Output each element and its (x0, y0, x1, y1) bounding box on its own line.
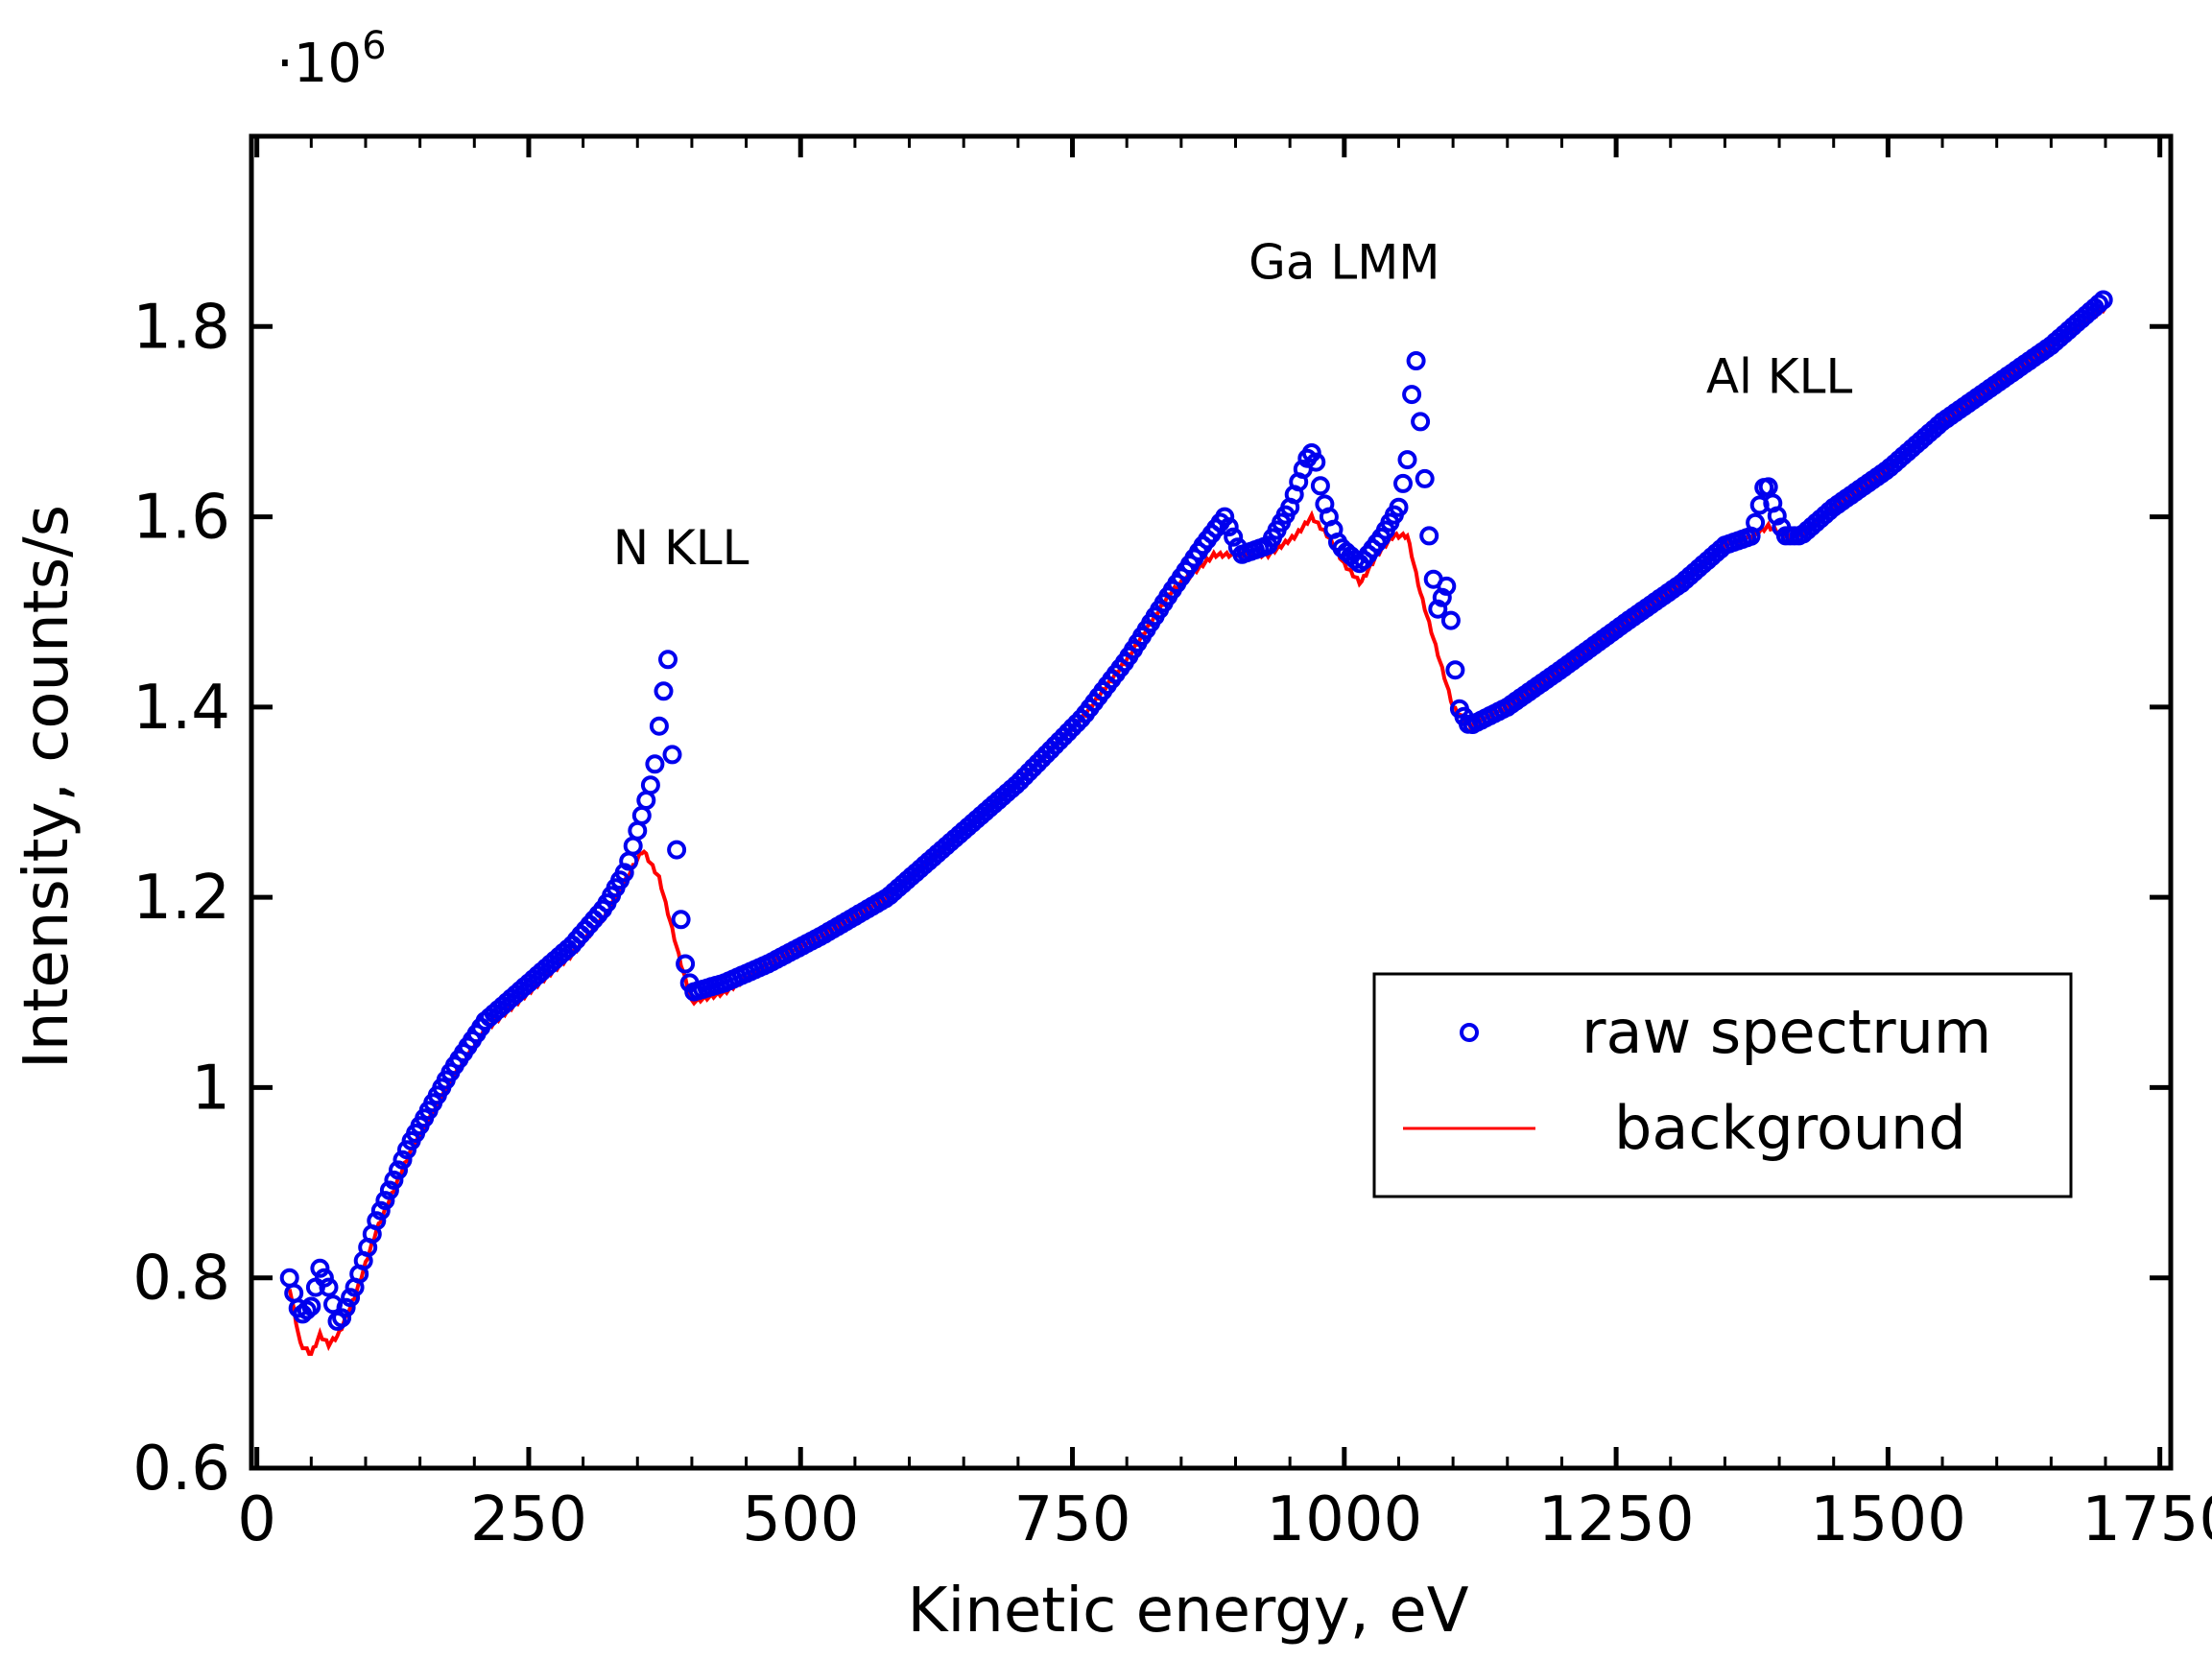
legend-box (1372, 972, 2073, 1198)
peak-label: N KLL (613, 520, 749, 576)
raw-spectrum-point (649, 716, 669, 736)
raw-spectrum-point (301, 1296, 321, 1316)
raw-spectrum-point (379, 1180, 399, 1200)
x-axis-label: Kinetic energy, eV (908, 1576, 1469, 1647)
raw-spectrum-point (332, 1308, 352, 1328)
raw-spectrum-point (628, 820, 648, 841)
raw-spectrum-point (1306, 452, 1326, 472)
y-tick-label: 0.8 (132, 1244, 230, 1315)
raw-spectrum-point (279, 1268, 299, 1288)
raw-spectrum-point (1428, 599, 1448, 619)
raw-spectrum-point (1219, 517, 1239, 537)
raw-spectrum-point (1310, 476, 1330, 496)
raw-spectrum-series (279, 290, 2113, 1331)
y-tick-label: 1 (191, 1053, 230, 1124)
legend: raw spectrum background (1372, 972, 2073, 1198)
raw-spectrum-point (636, 791, 656, 810)
y-tick-label: 1.2 (132, 863, 230, 934)
raw-spectrum-point (658, 650, 678, 670)
legend-raw-label: raw spectrum (1582, 997, 1991, 1067)
raw-spectrum-point (1389, 497, 1409, 517)
x-tick-label: 750 (1013, 1484, 1130, 1555)
peak-label: Ga LMM (1249, 235, 1439, 291)
raw-spectrum-point (1393, 473, 1413, 493)
raw-spectrum-point (1746, 512, 1766, 533)
raw-spectrum-point (1406, 351, 1426, 370)
raw-spectrum-point (1402, 385, 1422, 405)
raw-spectrum-point (384, 1170, 404, 1190)
y-tick-label: 1.6 (132, 483, 230, 554)
raw-spectrum-point (676, 954, 696, 974)
y-tick-label: 0.6 (132, 1434, 230, 1505)
raw-spectrum-point (367, 1211, 387, 1231)
raw-spectrum-point (1440, 610, 1461, 630)
raw-spectrum-point (1437, 576, 1457, 596)
raw-spectrum-point (623, 836, 643, 856)
peak-annotations: N KLL Ga LMM Al KLL (613, 235, 1853, 576)
raw-spectrum-point (614, 863, 634, 883)
raw-spectrum-point (1445, 660, 1465, 680)
raw-spectrum-point (645, 754, 665, 774)
raw-spectrum-point (392, 1150, 413, 1170)
raw-spectrum-point (1411, 412, 1431, 432)
raw-spectrum-point (1419, 526, 1439, 546)
raw-spectrum-point (1215, 507, 1235, 527)
plot-frame (249, 133, 2174, 1471)
raw-spectrum-point (1415, 468, 1435, 488)
raw-spectrum-point (2093, 290, 2113, 310)
y-tick-label: 1.8 (132, 292, 230, 363)
x-tick-label: 1000 (1266, 1484, 1422, 1555)
raw-spectrum-point (319, 1277, 339, 1297)
y-multiplier-label: ·106 (276, 24, 387, 95)
raw-spectrum-point (1432, 587, 1452, 607)
raw-spectrum-point (654, 681, 674, 701)
raw-spectrum-point (341, 1288, 361, 1308)
raw-spectrum-point (671, 910, 691, 930)
x-tick-label: 250 (470, 1484, 587, 1555)
y-multiplier-base: ·10 (276, 33, 362, 95)
raw-spectrum-point (1767, 506, 1787, 526)
raw-spectrum-point (314, 1268, 334, 1288)
y-multiplier-exponent: 6 (362, 24, 386, 68)
y-axis-label: Intensity, counts/s (12, 505, 83, 1069)
axis-ticks (251, 136, 2171, 1471)
x-tick-label: 1250 (1538, 1484, 1695, 1555)
raw-spectrum-point (1301, 443, 1321, 462)
y-tick-label: 1.4 (132, 673, 230, 744)
raw-spectrum-point (389, 1160, 408, 1180)
x-tick-label: 0 (237, 1484, 276, 1555)
legend-raw-marker (1460, 1023, 1479, 1042)
raw-spectrum-point (310, 1258, 330, 1278)
raw-spectrum-point (1758, 477, 1778, 497)
raw-spectrum-point (640, 775, 660, 795)
raw-spectrum-point (375, 1191, 395, 1211)
raw-spectrum-point (631, 805, 652, 825)
legend-background-label: background (1614, 1093, 1966, 1163)
raw-spectrum-point (667, 840, 687, 860)
raw-spectrum-point (1749, 495, 1770, 515)
raw-spectrum-point (1397, 450, 1417, 470)
y-tick-labels: 0.6 0.8 1 1.2 1.4 1.6 1.8 (132, 292, 230, 1505)
x-tick-label: 500 (742, 1484, 859, 1555)
raw-spectrum-point (1224, 527, 1244, 547)
raw-spectrum-point (370, 1200, 391, 1221)
x-tick-label: 1500 (1810, 1484, 1966, 1555)
raw-spectrum-point (662, 745, 682, 765)
raw-spectrum-point (336, 1297, 356, 1317)
peak-label: Al KLL (1706, 349, 1853, 405)
